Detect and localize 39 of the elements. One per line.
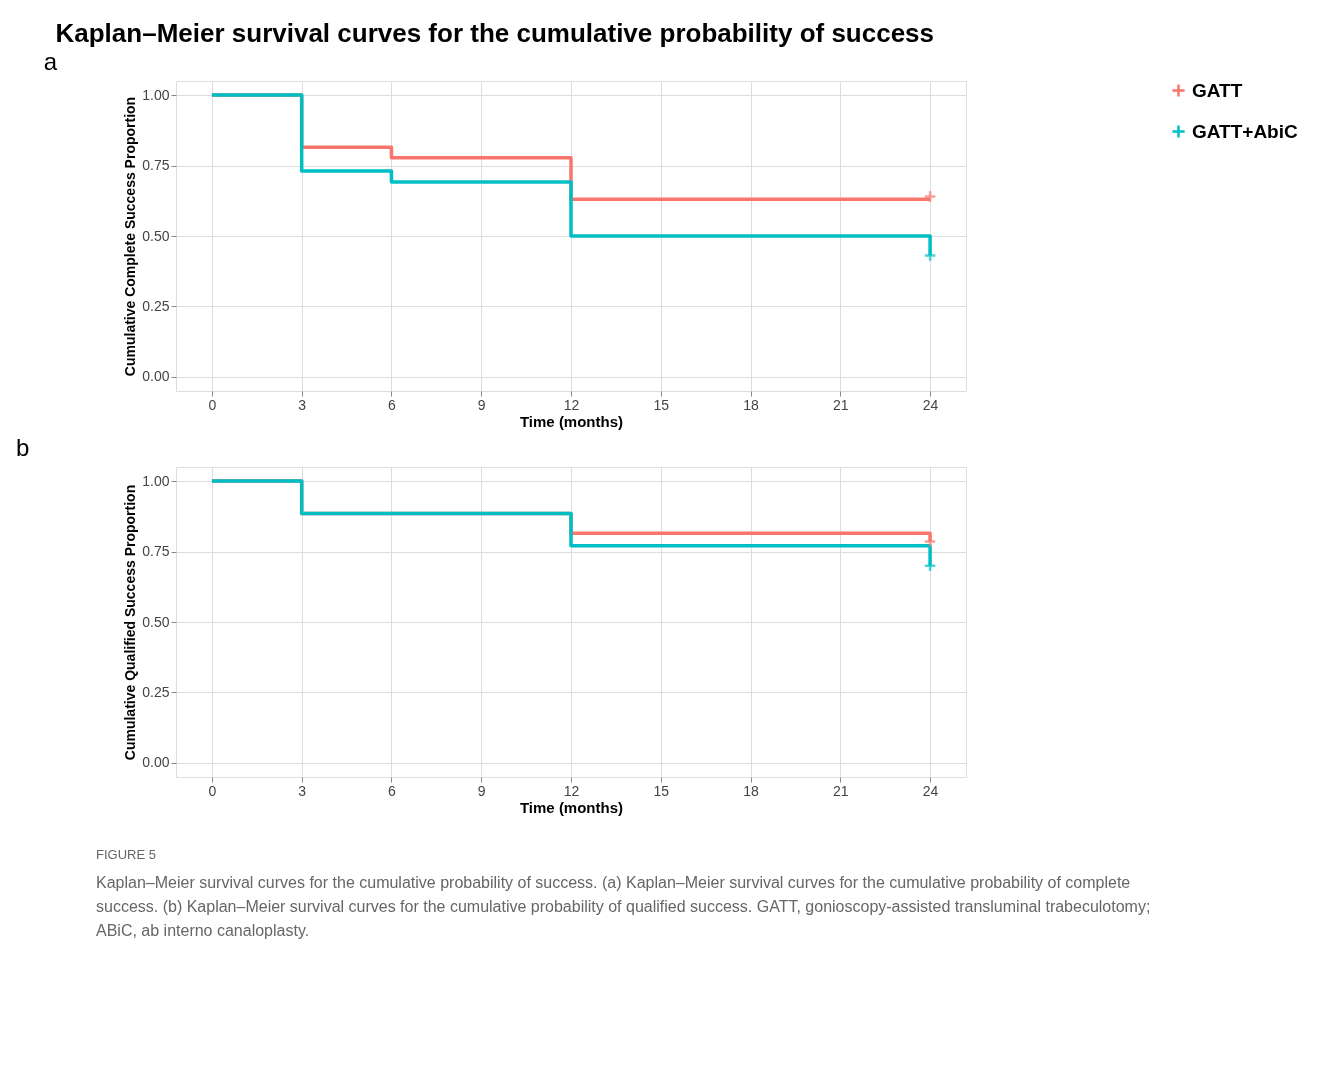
x-tick-label: 3 <box>298 396 307 413</box>
x-tick-label: 0 <box>208 782 217 799</box>
x-tick-label: 15 <box>653 782 670 799</box>
y-tick-label: 0.75 <box>142 543 170 560</box>
legend-label: GATT <box>1192 79 1243 101</box>
y-axis-title: Cumulative Qualified Success Proportion <box>122 484 139 761</box>
x-tick-label: 12 <box>563 782 580 799</box>
x-tick-label: 24 <box>922 396 939 413</box>
y-tick-label: 0.75 <box>142 157 170 174</box>
x-tick-label: 9 <box>477 782 486 799</box>
y-tick-label: 0.00 <box>142 368 170 385</box>
y-tick-label: 0.00 <box>142 754 170 771</box>
x-tick-label: 18 <box>743 396 760 413</box>
chart-title: Kaplan–Meier survival curves for the cumulative probability of success <box>55 17 935 48</box>
caption: FIGURE 5 <box>96 847 156 862</box>
x-axis-title: Time (months) <box>519 412 624 430</box>
x-tick-label: 15 <box>653 396 670 413</box>
x-tick-label: 0 <box>208 396 217 413</box>
y-tick-label: 0.50 <box>142 613 170 630</box>
chart-subtitle: a <box>43 48 58 75</box>
x-tick-label: 9 <box>477 396 486 413</box>
y-tick-label: 1.00 <box>142 86 170 103</box>
y-tick-label: 1.00 <box>142 472 170 489</box>
y-tick-label: 0.25 <box>142 683 170 700</box>
y-tick-label: 0.50 <box>142 227 170 244</box>
x-tick-label: 12 <box>563 396 580 413</box>
x-tick-label: 3 <box>298 782 307 799</box>
x-tick-label: 6 <box>388 396 397 413</box>
x-tick-label: 18 <box>743 782 760 799</box>
y-axis-title: Cumulative Complete Success Proportion <box>122 96 139 377</box>
x-tick-label: 24 <box>922 782 939 799</box>
x-tick-label: 6 <box>388 782 397 799</box>
y-tick-label: 0.25 <box>142 297 170 314</box>
x-tick-label: 21 <box>833 396 849 413</box>
x-axis-title: Time (months) <box>519 798 624 816</box>
text: Kaplan–Meier survival curves for the cumulative probability of success. (a) Kaplan–Meier survival curves for the cumulative probability of complete success. (b) Kaplan–Meier survival curves for the cumulative probability of qualified success. GATT, gonioscopy-assisted transluminal trabeculotomy; ABiC, ab interno canaloplasty. <box>96 874 1151 939</box>
legend-label: GATT+AbiC <box>1192 120 1298 142</box>
chart-subtitle: b <box>16 434 30 461</box>
x-tick-label: 21 <box>833 782 849 799</box>
